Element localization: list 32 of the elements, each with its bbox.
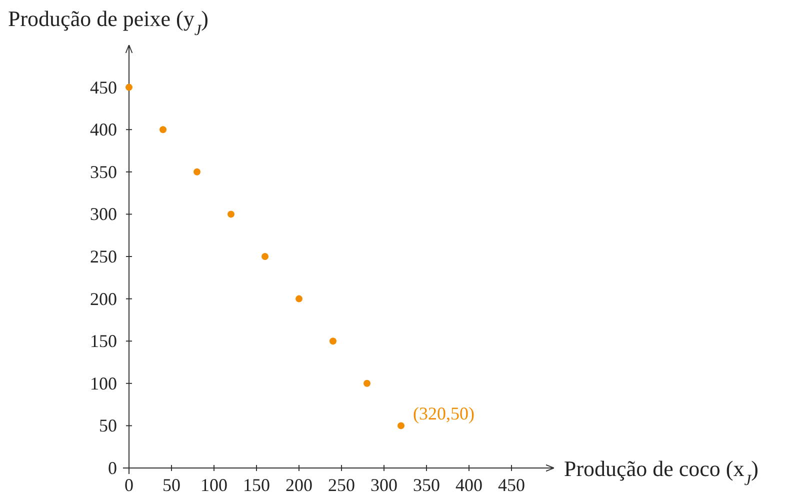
point (262, 253, 268, 260)
x-tick-label: 100 (200, 475, 228, 495)
point (330, 338, 336, 345)
y-tick-label: 150 (90, 331, 117, 352)
x-tick-label: 450 (498, 475, 525, 495)
x-tick-label: 150 (243, 475, 270, 495)
y-tick-label: 0 (108, 458, 117, 478)
x-tick-label: 400 (456, 475, 482, 495)
point (296, 295, 302, 302)
point (126, 84, 132, 91)
y-tick-label: 200 (90, 288, 117, 309)
y-tick-label: 300 (90, 204, 117, 224)
y-axis-title: Produção de peixe (y$_{J}$) (8, 6, 208, 38)
x-tick-label: 0 (124, 475, 134, 495)
y-tick-label: 350 (90, 162, 117, 182)
x-tick-label: 350 (413, 475, 440, 495)
x-axis-title: Produção de coco (x$_{J}$) (564, 456, 758, 488)
y-tick-label: 100 (90, 373, 117, 394)
x-tick-label: 250 (328, 475, 355, 495)
annotation: (320,50) (413, 404, 474, 424)
x-tick-label: 300 (370, 475, 398, 495)
y-tick-label: 50 (99, 416, 117, 436)
point (194, 168, 200, 176)
point (160, 126, 166, 134)
y-tick-label: 450 (90, 77, 117, 98)
point (228, 210, 234, 218)
point (398, 422, 404, 430)
y-tick-label: 400 (90, 120, 117, 140)
y-tick-label: 250 (90, 246, 117, 266)
x-tick-label: 50 (162, 475, 180, 495)
point (364, 380, 370, 387)
x-tick-label: 200 (286, 475, 312, 495)
